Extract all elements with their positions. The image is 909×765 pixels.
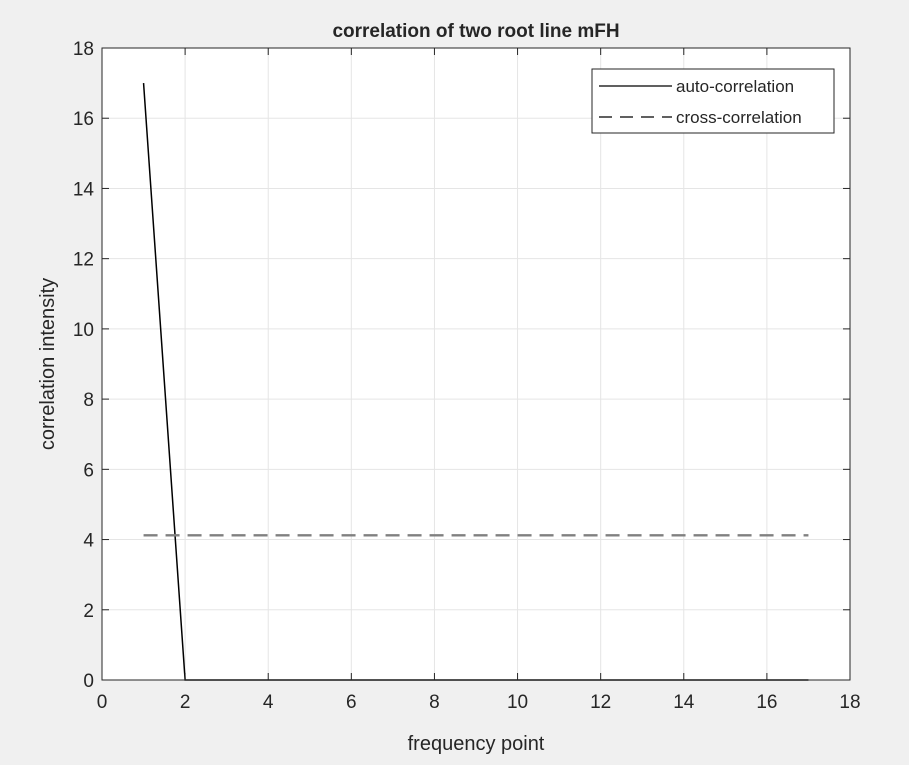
legend-label-auto-correlation: auto-correlation bbox=[676, 77, 794, 96]
y-tick-label: 6 bbox=[83, 460, 94, 481]
y-tick-label: 12 bbox=[73, 250, 94, 271]
y-tick-label: 18 bbox=[73, 39, 94, 60]
y-tick-label: 10 bbox=[73, 320, 94, 341]
y-tick-label: 14 bbox=[73, 179, 95, 200]
x-tick-label: 16 bbox=[756, 692, 777, 713]
chart-title: correlation of two root line mFH bbox=[332, 21, 619, 42]
x-tick-label: 14 bbox=[673, 692, 695, 713]
x-tick-label: 2 bbox=[180, 692, 191, 713]
axes-background bbox=[102, 48, 850, 680]
x-tick-label: 18 bbox=[839, 692, 860, 713]
y-tick-label: 2 bbox=[83, 601, 94, 622]
y-axis-label: correlation intensity bbox=[37, 278, 59, 450]
y-tick-label: 16 bbox=[73, 109, 94, 130]
x-tick-label: 10 bbox=[507, 692, 528, 713]
x-tick-label: 12 bbox=[590, 692, 611, 713]
x-tick-label: 6 bbox=[346, 692, 357, 713]
x-tick-label: 4 bbox=[263, 692, 274, 713]
legend-label-cross-correlation: cross-correlation bbox=[676, 108, 802, 127]
x-axis-label: frequency point bbox=[408, 733, 545, 755]
x-tick-label: 0 bbox=[97, 692, 108, 713]
y-tick-label: 0 bbox=[83, 671, 94, 692]
y-tick-label: 8 bbox=[83, 390, 94, 411]
x-tick-label: 8 bbox=[429, 692, 440, 713]
y-tick-label: 4 bbox=[83, 531, 94, 552]
legend: auto-correlation cross-correlation bbox=[592, 69, 834, 133]
